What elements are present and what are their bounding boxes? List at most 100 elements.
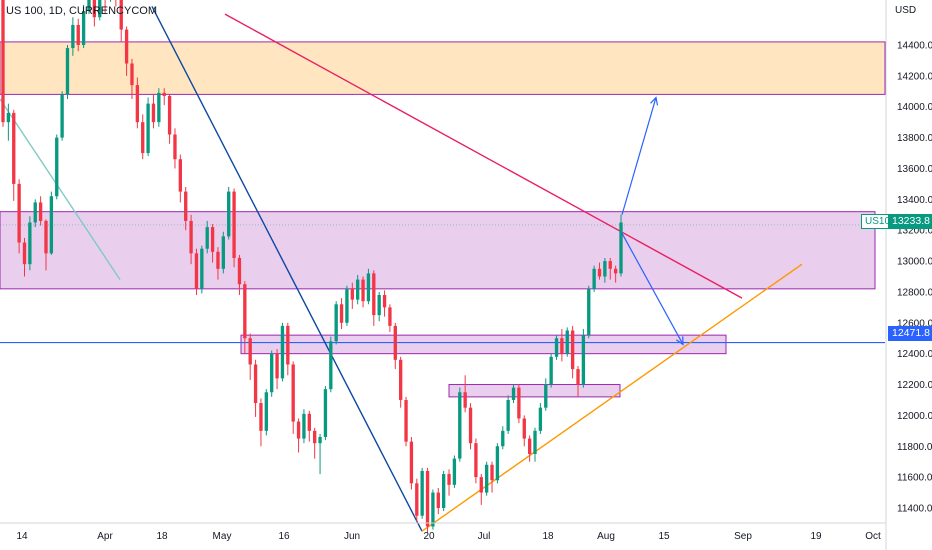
candle-body bbox=[259, 403, 263, 431]
lines-layer bbox=[0, 6, 885, 532]
candle-body bbox=[533, 430, 537, 454]
x-tick-label: 19 bbox=[810, 531, 822, 542]
candle-body bbox=[291, 364, 295, 422]
candle-body bbox=[366, 273, 371, 302]
candle-body bbox=[468, 407, 473, 444]
candle-body bbox=[447, 474, 451, 485]
price-axis[interactable]: 14400.0 14200.0 14000.0 13800.0 13600.0 13400… bbox=[885, 0, 932, 550]
candle-body bbox=[522, 418, 526, 439]
x-tick-label: Apr bbox=[97, 531, 113, 542]
annotations-layer bbox=[621, 96, 684, 346]
y-tick-label: 12600.0 bbox=[897, 318, 932, 329]
time-axis[interactable]: 14 Apr 18 May 16 Jun 20 Jul 18 Aug 15 Sep 19 Oct bbox=[0, 522, 886, 542]
candle-body bbox=[318, 437, 322, 444]
candle-body bbox=[65, 48, 70, 95]
candle-body bbox=[135, 85, 140, 123]
candle-body bbox=[141, 122, 145, 154]
candle-body bbox=[157, 92, 161, 123]
candle-body bbox=[361, 279, 365, 302]
candle-body bbox=[334, 304, 338, 342]
candle-body bbox=[484, 464, 489, 493]
candle-body bbox=[307, 413, 311, 431]
last-price-label: 13233.8 bbox=[888, 214, 932, 229]
candle-body bbox=[210, 227, 215, 252]
candle-body bbox=[490, 464, 494, 481]
candle-body bbox=[33, 202, 37, 223]
candle-body bbox=[495, 446, 500, 481]
candle-body bbox=[205, 227, 209, 249]
y-tick-label: 12000.0 bbox=[897, 411, 932, 422]
x-tick-label: Jun bbox=[344, 531, 360, 542]
x-tick-label: Sep bbox=[734, 531, 752, 542]
candle-body bbox=[345, 288, 349, 323]
y-tick-label: 13400.0 bbox=[897, 195, 932, 206]
candle-body bbox=[49, 196, 54, 254]
candle-body bbox=[71, 24, 75, 49]
candle-body bbox=[243, 284, 247, 339]
candle-body bbox=[420, 470, 424, 516]
candle-body bbox=[124, 29, 129, 64]
candle-body bbox=[576, 369, 580, 385]
candle-body bbox=[388, 307, 392, 326]
trendline-rising bbox=[421, 263, 803, 532]
candle-body bbox=[452, 458, 457, 485]
candle-body bbox=[603, 261, 607, 277]
candle-body bbox=[538, 407, 543, 431]
y-tick-label: 14400.0 bbox=[897, 41, 932, 52]
zone-resistance bbox=[0, 41, 886, 95]
candle-body bbox=[409, 441, 414, 484]
candle-body bbox=[382, 295, 387, 308]
x-tick-label: 14 bbox=[16, 531, 28, 542]
candle-body bbox=[463, 392, 467, 408]
candle-body bbox=[237, 257, 242, 285]
candle-body bbox=[38, 202, 43, 221]
projection-arrow-down bbox=[621, 232, 684, 345]
candle-body bbox=[200, 248, 204, 289]
zone-minor bbox=[448, 384, 621, 398]
projection-arrow-up bbox=[621, 97, 657, 215]
y-tick-label: 11400.0 bbox=[897, 504, 932, 515]
y-tick-label: 12400.0 bbox=[897, 349, 932, 360]
candle-body bbox=[12, 112, 16, 184]
candle-body bbox=[275, 353, 279, 379]
candle-body bbox=[76, 24, 80, 45]
candle-body bbox=[248, 338, 252, 365]
candle-body bbox=[608, 261, 612, 269]
candle-body bbox=[119, 0, 123, 30]
candle-body bbox=[6, 112, 11, 123]
x-tick-label: Aug bbox=[597, 531, 615, 542]
trendline-falling bbox=[151, 6, 423, 532]
candle-body bbox=[356, 279, 360, 300]
candle-body bbox=[81, 11, 86, 46]
candle-body bbox=[167, 95, 172, 135]
y-tick-label: 14000.0 bbox=[897, 102, 932, 113]
candle-body bbox=[560, 338, 564, 354]
candle-body bbox=[302, 413, 306, 439]
candle-body bbox=[130, 63, 134, 86]
candle-body bbox=[87, 0, 91, 12]
candle-body bbox=[458, 392, 462, 459]
x-tick-label: May bbox=[213, 531, 232, 542]
candle-body bbox=[393, 325, 397, 360]
support-price-label: 12471.8 bbox=[888, 326, 932, 341]
candle-body bbox=[232, 191, 236, 258]
candle-body bbox=[280, 325, 285, 379]
candle-body bbox=[404, 399, 408, 442]
candle-body bbox=[146, 103, 150, 154]
candle-body bbox=[431, 492, 435, 527]
candle-body bbox=[189, 220, 193, 254]
candle-body bbox=[372, 273, 376, 316]
candle-body bbox=[377, 295, 381, 316]
candle-body bbox=[323, 389, 328, 438]
trendline-teal bbox=[0, 98, 121, 280]
candle-body bbox=[613, 268, 618, 274]
candle-body bbox=[441, 474, 446, 508]
candle-body bbox=[399, 359, 403, 400]
candle-body bbox=[17, 183, 21, 243]
candle-body bbox=[350, 288, 354, 300]
candle-body bbox=[474, 443, 478, 478]
candle-body bbox=[270, 353, 274, 393]
candle-body bbox=[296, 421, 301, 439]
